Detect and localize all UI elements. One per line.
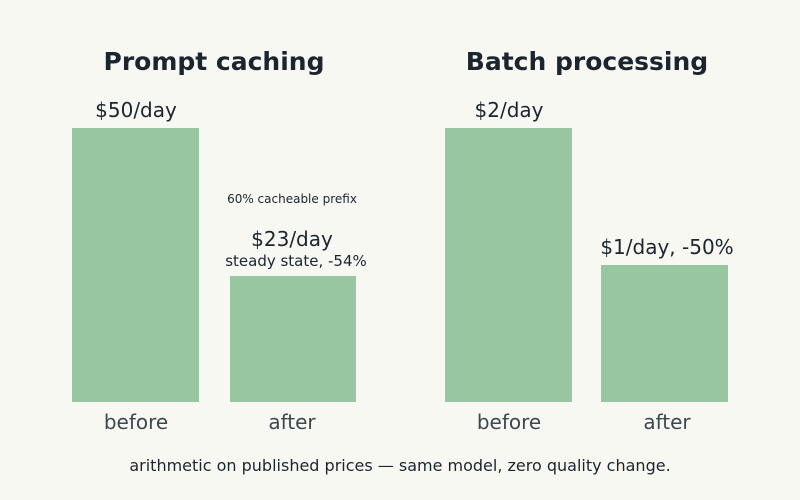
data-sublabel-after: steady state, -54% xyxy=(225,252,367,270)
bar-before xyxy=(72,128,199,402)
bar-after xyxy=(230,275,356,402)
data-label-before: $2/day xyxy=(475,98,544,122)
panel-title: Prompt caching xyxy=(104,47,325,76)
data-label-after: $1/day, -50% xyxy=(600,235,733,259)
annotation-cacheable-prefix: 60% cacheable prefix xyxy=(227,192,357,206)
bar-after xyxy=(601,265,728,402)
category-label-before: before xyxy=(477,410,541,434)
category-label-before: before xyxy=(104,410,168,434)
data-label-before: $50/day xyxy=(95,98,177,122)
data-label-after: $23/day xyxy=(251,227,333,251)
panel-title: Batch processing xyxy=(466,47,708,76)
category-label-after: after xyxy=(268,410,316,434)
panel-batch-processing: Batch processing $2/day $1/day, -50% bef… xyxy=(445,47,734,434)
footer-note: arithmetic on published prices — same mo… xyxy=(129,456,670,475)
panel-prompt-caching: Prompt caching $50/day 60% cacheable pre… xyxy=(72,47,367,434)
bar-before xyxy=(445,128,572,402)
category-label-after: after xyxy=(643,410,691,434)
